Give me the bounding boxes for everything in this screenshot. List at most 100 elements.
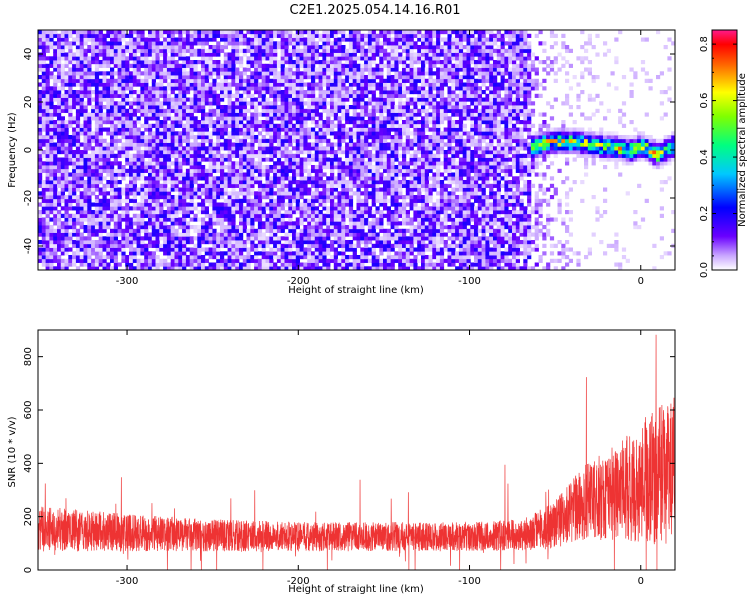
heatmap-cell [79,202,84,207]
heatmap-cell [106,82,111,87]
heatmap-cell [250,168,255,173]
heatmap-cell [356,116,361,121]
heatmap-cell [178,150,183,155]
heatmap-cell [113,262,118,267]
heatmap-cell [64,187,69,192]
heatmap-cell [174,105,179,110]
heatmap-cell [265,105,270,110]
heatmap-cell [337,240,342,245]
heatmap-cell [348,202,354,207]
heatmap-cell [91,202,96,207]
heatmap-cell [163,217,168,222]
heatmap-cell [273,228,278,233]
heatmap-cell [276,108,282,113]
heatmap-cell [295,127,300,132]
heatmap-cell [159,157,164,162]
heatmap-cell [352,210,357,215]
heatmap-cell [60,198,65,203]
heatmap-cell [98,37,103,42]
heatmap-cell [189,30,194,35]
heatmap-cell [299,243,304,248]
heatmap-cell [163,232,168,237]
heatmap-cell [333,225,338,230]
heatmap-cell [326,195,331,200]
heatmap-cell [295,108,300,113]
heatmap-cell [98,101,103,106]
heatmap-cell [94,37,100,42]
heatmap-cell [364,206,369,211]
heatmap-cell [197,33,202,38]
heatmap-cell [367,142,373,147]
heatmap-cell [235,172,240,177]
heatmap-cell [371,228,376,233]
heatmap-cell [45,82,50,87]
heatmap-cell [117,217,122,222]
heatmap-cell [64,101,69,106]
heatmap-cell [204,240,209,245]
heatmap-cell [246,56,251,61]
heatmap-cell [314,101,319,106]
heatmap-cell [132,108,137,113]
heatmap-cell [144,101,149,106]
heatmap-cell [102,198,107,203]
heatmap-cell [322,232,327,237]
heatmap-cell [178,172,183,177]
heatmap-cell [83,131,88,136]
heatmap-cell [303,157,308,162]
heatmap-cell [75,67,81,72]
heatmap-cell [322,172,327,177]
heatmap-cell [356,198,361,203]
heatmap-cell [246,255,251,260]
heatmap-cell [129,75,134,80]
heatmap-cell [216,153,221,158]
heatmap-cell [132,37,137,42]
heatmap-cell [227,210,232,215]
heatmap-cell [341,187,346,192]
heatmap-cell [41,138,46,143]
heatmap-cell [352,135,357,140]
heatmap-cell [246,120,251,125]
heatmap-cell [265,116,270,121]
heatmap-cell [371,168,376,173]
heatmap-cell [68,213,73,218]
heatmap-cell [212,67,217,72]
heatmap-cell [337,168,342,173]
heatmap-cell [136,30,141,35]
heatmap-cell [261,187,266,192]
heatmap-cell [333,71,338,76]
heatmap-cell [148,236,153,241]
heatmap-cell [360,82,365,87]
heatmap-cell [155,191,160,196]
heatmap-cell [129,146,134,151]
heatmap-cell [257,180,263,185]
heatmap-cell [117,48,122,53]
heatmap-cell [356,131,361,136]
heatmap-cell [204,90,209,95]
heatmap-cell [318,258,323,263]
heatmap-cell [163,112,168,117]
heatmap-cell [333,116,338,121]
heatmap-cell [136,176,141,181]
heatmap-cell [356,30,361,35]
heatmap-cell [352,78,357,83]
heatmap-cell [367,37,373,42]
heatmap-cell [98,217,103,222]
heatmap-cell [79,198,84,203]
heatmap-cell [273,86,278,91]
heatmap-cell [193,258,198,263]
heatmap-cell [110,56,115,61]
heatmap-cell [311,33,316,38]
heatmap-cell [144,112,149,117]
heatmap-cell [333,105,338,110]
heatmap-cell [45,150,50,155]
heatmap-cell [79,142,84,147]
heatmap-cell [125,108,130,113]
heatmap-cell [170,116,175,121]
heatmap-cell [129,217,134,222]
heatmap-cell [197,232,202,237]
heatmap-cell [295,195,300,200]
heatmap-cell [102,236,107,241]
heatmap-cell [356,228,361,233]
heatmap-cell [110,90,115,95]
heatmap-cell [337,146,342,151]
